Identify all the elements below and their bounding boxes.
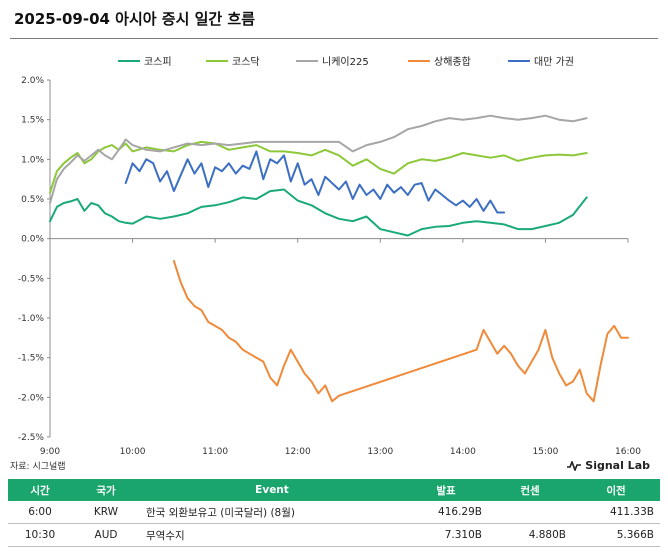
chart-legend: 코스피 코스닥 니케이225 상해종합 대만 가권 bbox=[118, 55, 574, 68]
column-header-time: 시간 bbox=[8, 479, 72, 501]
series-line-3 bbox=[49, 114, 588, 204]
series-line-5 bbox=[124, 150, 506, 214]
cell-country: AUD bbox=[72, 523, 140, 547]
y-tick-label: 1.0% bbox=[21, 155, 44, 165]
cell-actual: 416.29B bbox=[404, 501, 488, 524]
signal-icon bbox=[567, 460, 582, 471]
legend-label: 상해종합 bbox=[434, 55, 471, 68]
cell-consensus bbox=[488, 501, 572, 524]
table-row: 10:30 AUD 무역수지 7.310B 4.880B 5.366B bbox=[8, 523, 660, 547]
cell-consensus: 4.880B bbox=[488, 523, 572, 547]
legend-label: 코스피 bbox=[144, 56, 172, 68]
y-tick-label: -0.5% bbox=[18, 274, 45, 284]
y-tick-label: -1.5% bbox=[18, 354, 45, 364]
cell-time: 6:00 bbox=[8, 501, 72, 524]
economic-events-table: 시간 국가 Event 발표 컨센 이전 6:00 KRW 한국 외환보유고 (… bbox=[8, 479, 660, 547]
x-tick-label: 12:00 bbox=[285, 447, 311, 454]
cell-previous: 411.33B bbox=[572, 501, 660, 524]
series-line-4 bbox=[172, 259, 629, 403]
x-tick-label: 10:00 bbox=[120, 447, 146, 454]
y-tick-label: -1.0% bbox=[18, 314, 45, 324]
cell-event: 한국 외환보유고 (미국달러) (8월) bbox=[140, 501, 404, 524]
column-header-actual: 발표 bbox=[404, 479, 488, 501]
column-header-country: 국가 bbox=[72, 479, 140, 501]
y-tick-label: -2.0% bbox=[18, 393, 45, 403]
cell-actual: 7.310B bbox=[404, 523, 488, 547]
cell-previous: 5.366B bbox=[572, 523, 660, 547]
table-header-row: 시간 국가 Event 발표 컨센 이전 bbox=[8, 479, 660, 501]
legend-label: 대만 가권 bbox=[534, 56, 574, 68]
x-tick-label: 14:00 bbox=[450, 447, 476, 454]
chart: 코스피 코스닥 니케이225 상해종합 대만 가권 2.0% 1.5% 1.0% 0.5% 0.… bbox=[18, 55, 641, 454]
x-tick-label: 9:00 bbox=[40, 447, 60, 454]
y-tick-label: 0.5% bbox=[21, 195, 44, 205]
x-tick-label: 15:00 bbox=[532, 447, 558, 454]
column-header-event: Event bbox=[140, 479, 404, 501]
y-tick-label: 0.0% bbox=[21, 235, 44, 245]
brand-name: Signal Lab bbox=[585, 459, 650, 472]
column-header-consensus: 컨센 bbox=[488, 479, 572, 501]
chart-axes: 2.0% 1.5% 1.0% 0.5% 0.0% -0.5% -1.0% -1.5% -2.0%… bbox=[18, 76, 641, 454]
brand-logo: Signal Lab bbox=[567, 459, 650, 472]
series-line-1 bbox=[49, 188, 588, 237]
series-line-2 bbox=[49, 140, 588, 194]
x-tick-label: 16:00 bbox=[615, 447, 641, 454]
legend-label: 니케이225 bbox=[322, 56, 369, 68]
cell-event: 무역수지 bbox=[140, 523, 404, 547]
cell-time: 10:30 bbox=[8, 523, 72, 547]
x-tick-label: 13:00 bbox=[367, 447, 393, 454]
title-divider bbox=[10, 38, 658, 39]
chart-series bbox=[49, 114, 629, 403]
cell-country: KRW bbox=[72, 501, 140, 524]
source-note: 자료: 시그널랩 bbox=[10, 462, 66, 472]
x-tick-label: 11:00 bbox=[202, 447, 228, 454]
y-tick-label: 1.5% bbox=[21, 116, 44, 126]
y-tick-label: 2.0% bbox=[21, 76, 44, 86]
page-title: 2025-09-04 아시아 증시 일간 흐름 bbox=[14, 10, 256, 28]
legend-label: 코스닥 bbox=[232, 56, 260, 68]
column-header-previous: 이전 bbox=[572, 479, 660, 501]
y-tick-label: -2.5% bbox=[18, 433, 45, 443]
table-row: 6:00 KRW 한국 외환보유고 (미국달러) (8월) 416.29B 41… bbox=[8, 501, 660, 524]
